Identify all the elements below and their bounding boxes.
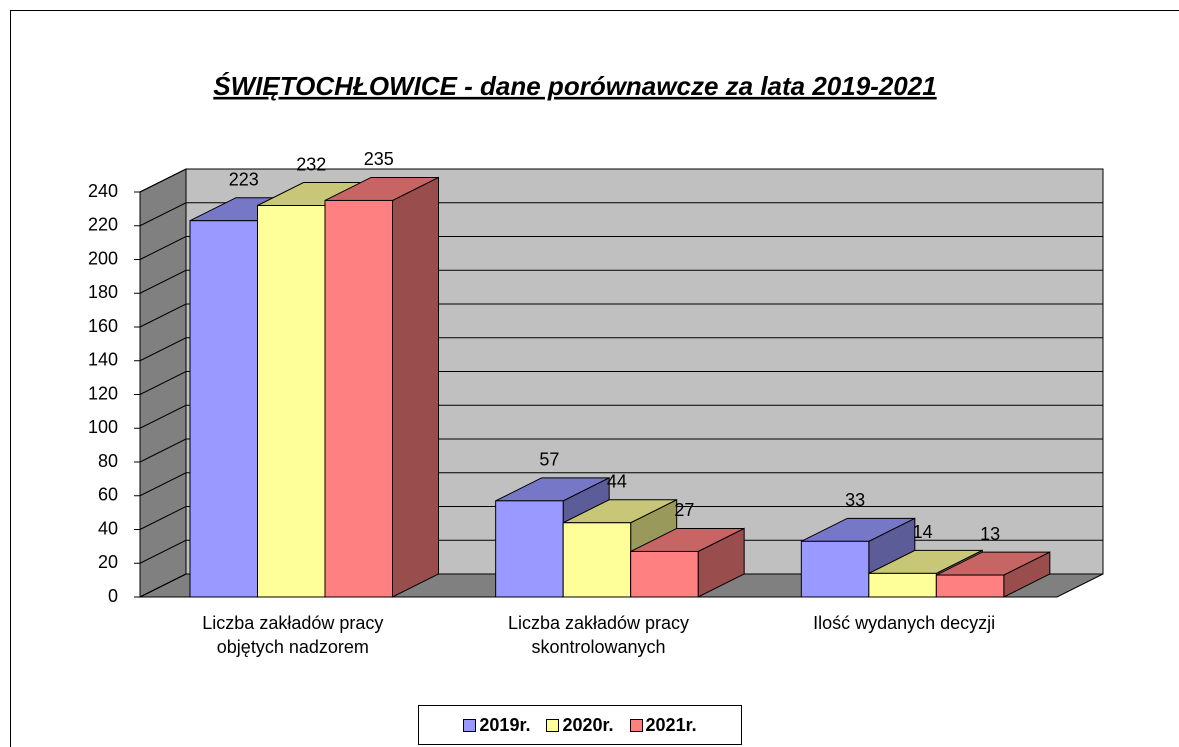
data-label: 14 bbox=[913, 522, 933, 542]
x-tick-label: Liczba zakładów pracy objętych nadzorem bbox=[202, 613, 384, 657]
grid-line bbox=[139, 573, 1103, 598]
y-tick-label: 240 bbox=[88, 181, 118, 201]
bar bbox=[935, 574, 1005, 598]
legend-label: 2019r. bbox=[479, 714, 531, 735]
y-tick-label: 120 bbox=[88, 383, 118, 403]
y-tick-label: 100 bbox=[88, 417, 118, 437]
legend-item: 2019r. bbox=[463, 715, 530, 736]
legend-swatch bbox=[629, 718, 643, 732]
legend-label: 2021r. bbox=[645, 714, 697, 735]
data-label: 44 bbox=[607, 472, 627, 492]
y-tick-label: 40 bbox=[98, 518, 118, 538]
legend: 2019r. 2020r. 2021r. bbox=[418, 705, 742, 745]
grid-line bbox=[139, 269, 1103, 294]
legend-item: 2020r. bbox=[546, 714, 614, 736]
frame bbox=[10, 10, 1179, 747]
y-tick-label: 0 bbox=[108, 586, 118, 606]
grid-line bbox=[139, 539, 1103, 564]
legend-label: 2020r. bbox=[562, 714, 614, 735]
data-label: 235 bbox=[364, 149, 394, 169]
y-tick-label: 60 bbox=[98, 485, 118, 505]
legend-swatch bbox=[463, 718, 477, 732]
data-label: 223 bbox=[229, 169, 259, 189]
grid-line bbox=[139, 438, 1103, 463]
y-tick-label: 80 bbox=[98, 451, 118, 471]
bar bbox=[257, 205, 326, 598]
legend-item: 2021r. bbox=[629, 714, 697, 736]
bar bbox=[562, 522, 632, 598]
bar bbox=[868, 572, 937, 598]
data-label: 232 bbox=[296, 154, 326, 174]
grid-line bbox=[139, 337, 1103, 362]
y-tick-label: 140 bbox=[88, 350, 118, 370]
chart-title: ŚWIĘTOCHŁOWICE - dane porównawcze za lat… bbox=[213, 71, 936, 101]
bar bbox=[630, 550, 699, 598]
grid-line bbox=[139, 202, 1103, 227]
bar bbox=[189, 220, 258, 598]
y-tick-label: 220 bbox=[88, 215, 118, 235]
data-label: 27 bbox=[674, 500, 694, 520]
x-tick-label: Ilość wydanych decyzji bbox=[813, 613, 996, 633]
y-tick-label: 160 bbox=[88, 316, 118, 336]
bar bbox=[495, 500, 564, 598]
data-label: 33 bbox=[845, 490, 865, 510]
x-tick-label: Liczba zakładów pracy skontrolowanych bbox=[507, 613, 690, 657]
grid-line bbox=[139, 303, 1103, 328]
y-tick-label: 20 bbox=[98, 552, 118, 572]
grid-line bbox=[139, 404, 1103, 429]
grid-line bbox=[139, 371, 1103, 395]
grid-line bbox=[139, 506, 1103, 530]
grid-line bbox=[139, 236, 1103, 260]
bar-side bbox=[392, 176, 439, 598]
legend-swatch bbox=[546, 718, 560, 732]
grid-line bbox=[139, 472, 1103, 497]
y-tick-label: 200 bbox=[88, 248, 118, 268]
grid-line bbox=[139, 168, 1103, 193]
data-label: 57 bbox=[539, 450, 559, 470]
y-tick-label: 180 bbox=[88, 282, 118, 302]
data-label: 13 bbox=[980, 524, 1000, 544]
bar bbox=[800, 540, 870, 598]
bar bbox=[324, 199, 393, 598]
